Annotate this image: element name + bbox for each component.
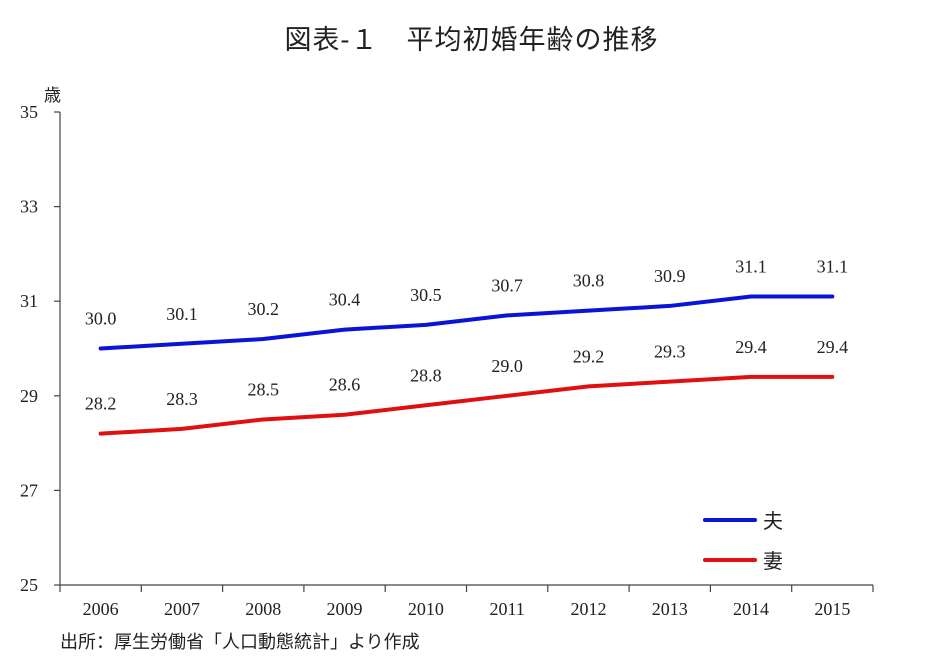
data-label: 30.8 <box>573 271 605 291</box>
data-label: 30.4 <box>329 290 361 310</box>
legend-label-husband: 夫 <box>763 509 783 533</box>
data-label: 28.6 <box>329 375 361 395</box>
data-label: 28.5 <box>248 379 280 399</box>
x-tick-label: 2008 <box>245 599 281 619</box>
x-tick-label: 2009 <box>327 599 363 619</box>
data-label: 30.7 <box>491 275 523 295</box>
data-label: 30.5 <box>410 285 442 305</box>
data-label: 30.2 <box>248 299 280 319</box>
y-tick-label: 31 <box>20 291 38 311</box>
x-tick-label: 2014 <box>733 599 769 619</box>
y-tick-label: 35 <box>20 102 38 122</box>
data-label: 29.4 <box>817 337 849 357</box>
x-tick-label: 2006 <box>83 599 119 619</box>
series-lines <box>98 294 835 436</box>
x-tick-label: 2015 <box>814 599 850 619</box>
series-line-wife <box>98 374 835 436</box>
legend: 夫妻 <box>703 509 783 573</box>
x-tick-label: 2012 <box>570 599 606 619</box>
data-label: 29.2 <box>573 346 605 366</box>
y-tick-label: 33 <box>20 197 38 217</box>
x-tick-label: 2007 <box>164 599 200 619</box>
data-labels: 30.0 30.1 30.2 30.4 30.5 30.7 30.8 30.9 31.1 31.1… <box>85 256 848 413</box>
y-tick-label: 25 <box>20 575 38 595</box>
data-label: 28.2 <box>85 394 117 414</box>
data-label: 28.3 <box>166 389 198 409</box>
data-label: 30.1 <box>166 304 198 324</box>
y-tick-label: 29 <box>20 386 38 406</box>
data-label: 30.9 <box>654 266 686 286</box>
source-note: 出所：厚生労働省「人口動態統計」より作成 <box>60 632 420 653</box>
y-tick-label: 27 <box>20 480 38 500</box>
data-label: 28.8 <box>410 365 442 385</box>
y-axis-ticks: 25 27 29 31 33 35 <box>20 102 60 595</box>
chart-title: 図表‐１ 平均初婚年齢の推移 <box>284 25 659 56</box>
x-tick-label: 2011 <box>489 599 524 619</box>
x-tick-label: 2010 <box>408 599 444 619</box>
data-label: 29.0 <box>491 356 523 376</box>
data-label: 29.3 <box>654 342 686 362</box>
data-label: 31.1 <box>735 256 767 276</box>
data-label: 30.0 <box>85 309 117 329</box>
series-line-husband <box>98 294 835 351</box>
data-label: 31.1 <box>817 256 849 276</box>
legend-label-wife: 妻 <box>763 549 783 573</box>
y-axis-unit-label: 歳 <box>44 86 61 106</box>
x-tick-label: 2013 <box>652 599 688 619</box>
data-label: 29.4 <box>735 337 767 357</box>
x-axis-ticks: 2006 2007 2008 2009 2010 2011 2012 2013 2014 2015 <box>59 585 874 619</box>
